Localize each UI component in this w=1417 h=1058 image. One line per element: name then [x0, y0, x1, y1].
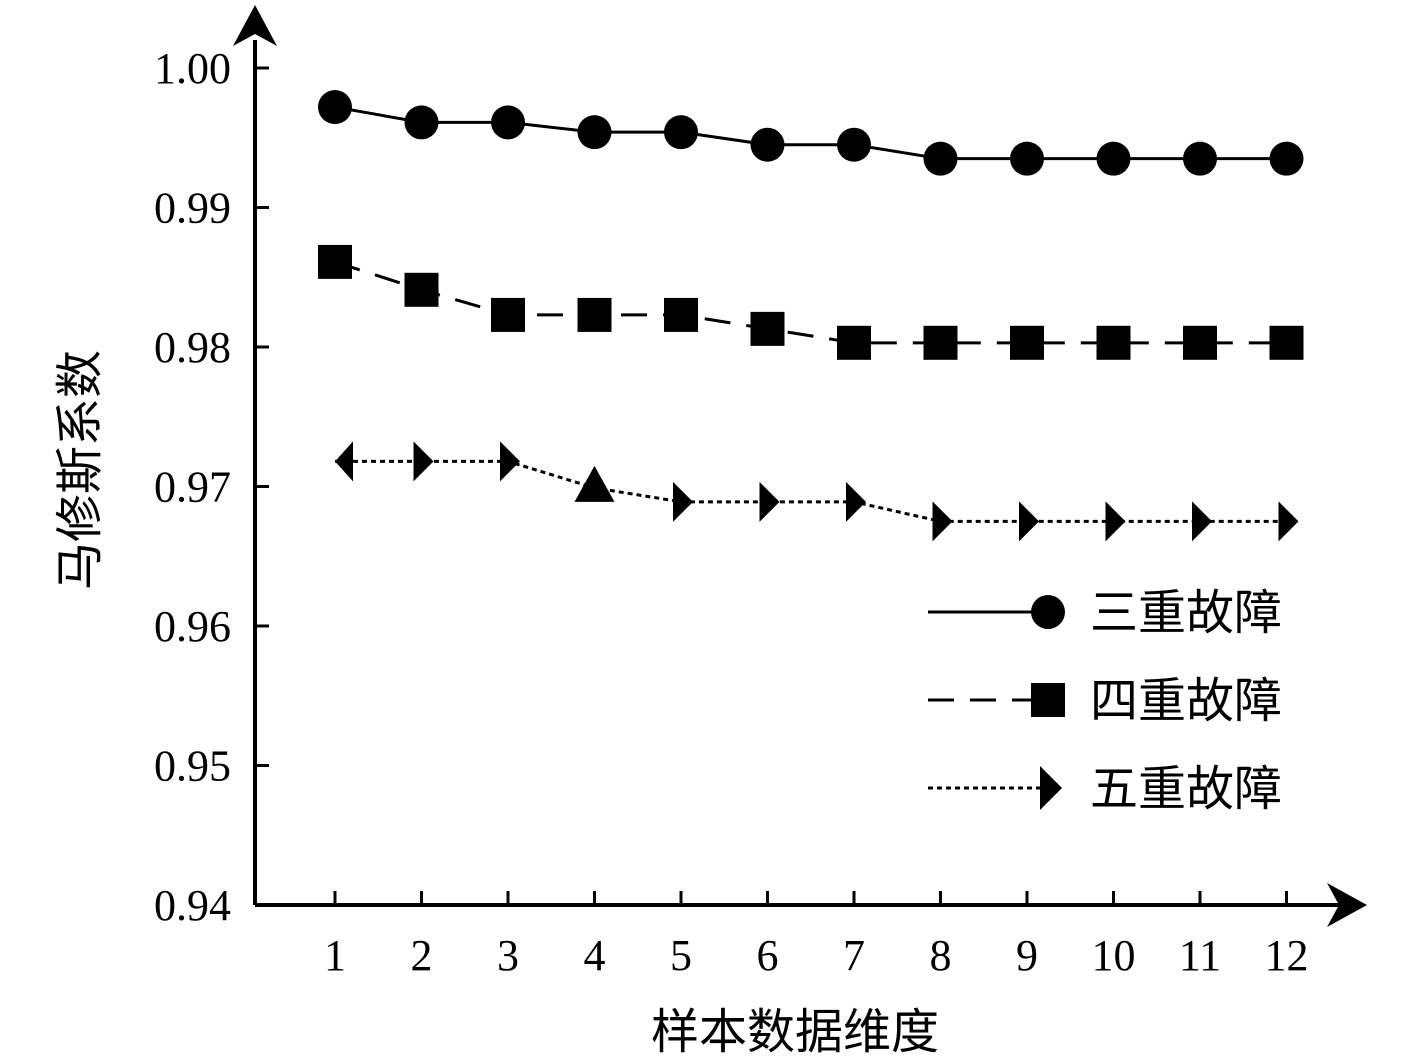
- legend-marker: [1040, 766, 1062, 810]
- data-point: [318, 244, 352, 279]
- series-2: [318, 244, 1304, 360]
- data-point: [837, 127, 871, 162]
- data-point: [577, 297, 612, 332]
- data-point: [1183, 141, 1217, 176]
- x-axis-arrow: [1327, 883, 1367, 927]
- x-tick-label: 9: [1016, 931, 1038, 980]
- y-tick-label: 0.94: [154, 881, 231, 930]
- x-tick-label: 4: [584, 931, 606, 980]
- x-tick-label: 1: [324, 931, 346, 980]
- legend-marker: [1031, 683, 1065, 717]
- y-tick-label: 0.98: [154, 323, 231, 372]
- data-point: [664, 115, 698, 150]
- series-3: [335, 441, 1299, 542]
- data-point: [318, 90, 352, 125]
- data-point: [664, 297, 698, 332]
- data-point: [923, 141, 958, 176]
- y-axis-arrow: [233, 5, 277, 46]
- y-tick-label: 0.97: [154, 463, 231, 512]
- data-point: [491, 297, 525, 332]
- legend-label: 四重故障: [1090, 673, 1282, 729]
- x-tick-label: 6: [757, 931, 779, 980]
- data-point: [335, 441, 353, 482]
- data-point: [1096, 325, 1131, 360]
- data-point: [673, 481, 693, 522]
- data-point: [500, 441, 520, 482]
- data-point: [404, 272, 439, 307]
- x-axis-label: 样本数据维度: [651, 1004, 939, 1058]
- legend-item: 四重故障: [928, 673, 1282, 729]
- data-point: [577, 115, 612, 150]
- axes: [233, 5, 1367, 927]
- data-point: [1096, 141, 1131, 176]
- y-tick-label: 0.95: [154, 742, 231, 791]
- data-point: [1192, 501, 1212, 542]
- data-point: [413, 441, 434, 482]
- legend-label: 三重故障: [1090, 585, 1282, 641]
- legend-marker: [1031, 595, 1065, 629]
- series-1: [318, 90, 1304, 176]
- data-point: [1278, 501, 1299, 542]
- data-point: [750, 127, 785, 162]
- series-line: [334, 260, 1287, 345]
- data-point: [1183, 325, 1217, 360]
- x-tick-label: 2: [411, 931, 433, 980]
- series-line: [335, 459, 1287, 523]
- data-point: [837, 325, 871, 360]
- y-axis-ticks: 0.94 0.95 0.96 0.97 0.98 0.99 1.00: [154, 44, 269, 930]
- data-point: [404, 105, 439, 140]
- y-tick-label: 0.96: [154, 602, 231, 651]
- data-point: [1105, 501, 1126, 542]
- x-tick-label: 10: [1092, 931, 1136, 980]
- x-tick-label: 7: [843, 931, 865, 980]
- series-line: [334, 105, 1287, 161]
- data-point: [846, 481, 866, 522]
- legend-item: 三重故障: [928, 585, 1282, 641]
- legend-label: 五重故障: [1090, 761, 1282, 817]
- data-point: [1010, 141, 1044, 176]
- legend-item: 五重故障: [928, 761, 1282, 817]
- series-layer: [318, 90, 1304, 542]
- x-tick-label: 11: [1179, 931, 1221, 980]
- data-point: [574, 465, 615, 502]
- x-tick-label: 12: [1265, 931, 1309, 980]
- x-tick-label: 5: [670, 931, 692, 980]
- data-point: [1269, 141, 1304, 176]
- data-point: [759, 481, 780, 522]
- data-point: [1010, 325, 1044, 360]
- data-point: [923, 325, 958, 360]
- data-point: [1269, 325, 1304, 360]
- y-tick-label: 1.00: [154, 44, 231, 93]
- data-point: [1019, 501, 1039, 542]
- data-point: [750, 311, 785, 346]
- x-tick-label: 8: [930, 931, 952, 980]
- y-tick-label: 0.99: [154, 184, 231, 233]
- data-point: [932, 501, 953, 542]
- y-axis-label: 马修斯系数: [52, 350, 108, 590]
- x-tick-label: 3: [497, 931, 519, 980]
- data-point: [491, 105, 525, 140]
- x-axis-ticks: 1 2 3 4 5 6 7 8 9 10 11 12: [324, 891, 1309, 980]
